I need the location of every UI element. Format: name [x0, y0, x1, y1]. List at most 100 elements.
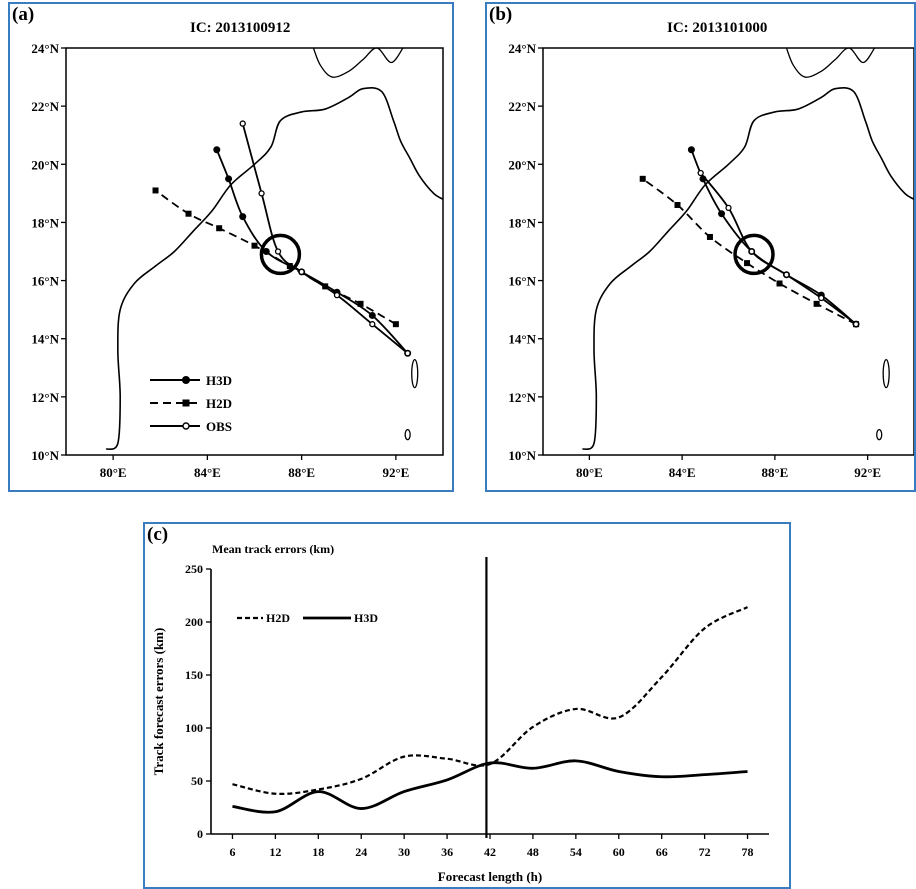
- x-tick-label: 92°E: [854, 465, 881, 480]
- h2d-track-point: [706, 233, 713, 240]
- y-tick-label: 10°N: [31, 448, 59, 463]
- h3d-error-line: [232, 759, 748, 814]
- x-tick-label: 72: [699, 845, 711, 859]
- y-tick-label: 14°N: [508, 332, 536, 347]
- y-tick-label: 20°N: [508, 157, 536, 172]
- panel-b-label: (b): [489, 4, 513, 25]
- y-tick-label: 12°N: [508, 390, 536, 405]
- panel-c-title: Mean track errors (km): [212, 542, 335, 556]
- coastline: [582, 86, 914, 451]
- x-tick-label: 6: [229, 845, 235, 859]
- h3d-track-point: [368, 311, 376, 319]
- obs-track-point: [369, 321, 376, 328]
- obs-track-point: [274, 248, 282, 255]
- x-tick-label: 18: [312, 845, 324, 859]
- x-tick-label: 42: [484, 845, 496, 859]
- h2d-track-point: [744, 260, 751, 267]
- northern-coastline: [785, 47, 876, 78]
- andaman-islands: [411, 358, 419, 389]
- y-tick-label: 12°N: [31, 390, 59, 405]
- legend-h2d-label: H2D: [206, 396, 232, 411]
- legend-obs-marker: [182, 422, 190, 430]
- track-error-chart: 0 50 100 150 200 250 6 12 18 24 30 36 42 48 54 60 66 72 78…: [151, 557, 769, 884]
- y-tick-label: 24°N: [508, 41, 536, 56]
- h2d-track-point: [286, 263, 293, 270]
- x-tick-label: 12: [269, 845, 281, 859]
- panel-b-title: IC: 2013101000: [667, 20, 768, 36]
- panel-c-label: (c): [147, 524, 169, 545]
- y-tick-label: 18°N: [508, 215, 536, 230]
- h2d-track-point: [776, 280, 783, 287]
- coastline: [105, 86, 444, 451]
- h3d-track-line: [690, 149, 857, 325]
- x-tick-label: 80°E: [100, 465, 127, 480]
- northern-coastline: [312, 47, 404, 78]
- legend-h3d-marker: [182, 376, 190, 384]
- h2d-track-point: [357, 300, 364, 307]
- h2d-track-point: [216, 225, 223, 232]
- x-tick-label: 78: [742, 845, 754, 859]
- legend-h3d-label: H3D: [206, 373, 232, 388]
- x-tick-label: 92°E: [382, 465, 409, 480]
- y-tick-label: 14°N: [31, 332, 59, 347]
- obs-track-point: [697, 169, 704, 177]
- h2d-track-point: [392, 321, 399, 328]
- landfall-circle: [259, 233, 302, 276]
- obs-track-point: [725, 204, 732, 212]
- y-tick-label: 150: [185, 668, 203, 682]
- x-tick-label: 24: [355, 845, 367, 859]
- h3d-track-point: [239, 213, 247, 221]
- x-tick-label: 88°E: [288, 465, 315, 480]
- x-axis-label: Forecast length (h): [438, 869, 542, 884]
- andaman-islands: [882, 358, 890, 389]
- panel-a-label: (a): [12, 4, 35, 25]
- obs-track-point: [783, 271, 790, 278]
- obs-track-point: [258, 190, 265, 197]
- map-panel-a: (a) IC: 2013100912 80°E 84°E 88°E 92°E 10°N 1…: [8, 2, 454, 492]
- x-tick-label: 84°E: [669, 465, 696, 480]
- track-map-b: 80°E 84°E 88°E 92°E 10°N 12°N 14°N 16°N 18°N 20°N…: [508, 41, 914, 480]
- obs-track-point: [239, 120, 246, 127]
- obs-track-point: [404, 350, 411, 357]
- h2d-track-point: [152, 187, 159, 194]
- x-tick-label: 36: [441, 845, 453, 859]
- y-tick-label: 50: [191, 774, 203, 788]
- obs-track-point: [748, 248, 755, 255]
- map-panel-b: (b) IC: 2013101000 80°E 84°E 88°E 92°E 10°N 1…: [485, 2, 916, 492]
- x-tick-label: 30: [398, 845, 410, 859]
- h2d-track-point: [185, 210, 192, 217]
- little-andaman-island: [404, 428, 411, 441]
- legend-h2d-marker: [182, 399, 190, 407]
- h2d-track-point: [674, 201, 681, 208]
- y-tick-label: 16°N: [31, 274, 59, 289]
- map-frame: [65, 47, 444, 456]
- legend-h2d-label: H2D: [266, 611, 290, 625]
- x-tick-label: 48: [527, 845, 539, 859]
- x-tick-label: 84°E: [194, 465, 221, 480]
- y-tick-label: 16°N: [508, 274, 536, 289]
- y-tick-label: 100: [185, 721, 203, 735]
- map-frame: [542, 47, 914, 456]
- obs-track-point: [298, 268, 305, 276]
- obs-track-line: [699, 172, 857, 325]
- y-tick-label: 10°N: [508, 448, 536, 463]
- x-tick-label: 88°E: [761, 465, 788, 480]
- y-tick-label: 0: [197, 827, 203, 841]
- panel-a-title: IC: 2013100912: [190, 20, 291, 36]
- landfall-circle: [733, 233, 775, 276]
- h2d-track-point: [251, 242, 258, 249]
- h2d-track-point: [813, 300, 820, 307]
- x-tick-label: 60: [613, 845, 625, 859]
- h3d-track-point: [718, 210, 726, 218]
- obs-track-point: [852, 321, 860, 328]
- h3d-track-point: [225, 175, 233, 183]
- h3d-track-point: [213, 146, 221, 154]
- x-tick-label: 54: [570, 845, 582, 859]
- h3d-track-point: [687, 146, 695, 154]
- x-tick-label: 66: [656, 845, 668, 859]
- y-tick-label: 200: [185, 615, 203, 629]
- little-andaman-island: [876, 428, 883, 441]
- legend-obs-label: OBS: [206, 419, 232, 434]
- y-tick-label: 20°N: [31, 157, 59, 172]
- y-axis-label: Track forecast errors (km): [151, 628, 166, 776]
